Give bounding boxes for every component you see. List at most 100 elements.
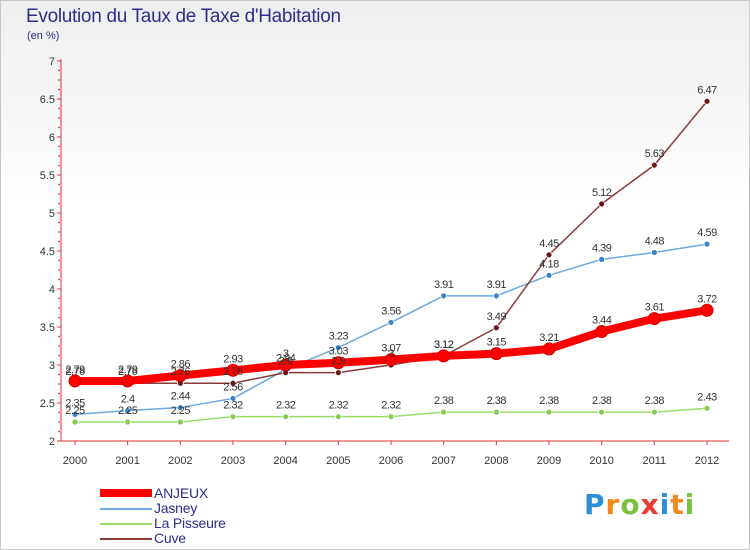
data-point	[176, 404, 184, 411]
y-minor-tick	[58, 421, 60, 423]
y-tick-label: 2	[49, 436, 55, 448]
logo-letter: i	[659, 488, 671, 521]
data-label: 2.76	[118, 366, 138, 378]
y-minor-tick	[58, 221, 60, 224]
data-label: 2.43	[697, 391, 717, 403]
x-tick-label: 2003	[221, 455, 245, 467]
data-point	[440, 292, 448, 300]
data-label: 3	[283, 348, 289, 360]
data-point	[703, 240, 711, 248]
y-minor-tick	[58, 278, 60, 281]
data-point	[650, 161, 658, 169]
logo-letter: i	[684, 488, 696, 521]
legend-swatch-cuve	[100, 538, 152, 540]
data-point	[700, 303, 714, 317]
data-label: 2.93	[223, 353, 243, 365]
data-label: 2.79	[65, 364, 85, 376]
data-label: 3	[388, 348, 394, 360]
data-label: 2.38	[434, 395, 454, 407]
y-minor-tick	[58, 373, 60, 376]
data-label: 3.61	[645, 302, 665, 314]
y-minor-tick	[58, 117, 60, 119]
x-tick-label: 2008	[484, 455, 508, 467]
y-tick-label: 3	[49, 360, 55, 372]
y-minor-tick	[58, 383, 60, 385]
data-label: 4.39	[592, 242, 612, 254]
data-point	[598, 255, 606, 263]
data-label: 2.4	[121, 394, 135, 406]
data-label: 3.44	[592, 315, 612, 327]
legend-label-cuve: Cuve	[154, 530, 186, 546]
data-point	[124, 407, 132, 415]
x-tick-label: 2009	[537, 455, 561, 467]
y-minor-tick	[58, 335, 60, 338]
data-label: 4.18	[539, 258, 559, 270]
data-point	[124, 418, 132, 426]
data-label: 2.76	[65, 366, 85, 378]
data-point	[387, 319, 395, 326]
y-minor-tick	[58, 126, 60, 129]
legend-swatch-anjeux	[100, 489, 152, 497]
y-minor-tick	[58, 354, 60, 357]
data-label: 2.38	[645, 395, 665, 407]
logo-letter: t	[670, 488, 685, 521]
proxiti-logo: Proxiti	[584, 488, 695, 521]
logo-letter: P	[584, 488, 606, 521]
y-tick-label: 6	[49, 132, 55, 144]
data-label: 2.32	[276, 400, 296, 412]
data-point	[229, 413, 237, 421]
data-point	[282, 413, 290, 421]
y-minor-tick	[58, 193, 60, 195]
y-minor-tick	[58, 231, 60, 233]
data-point	[121, 374, 135, 388]
data-point	[598, 200, 606, 208]
data-point	[647, 312, 661, 326]
data-label: 2.25	[171, 405, 191, 417]
y-minor-tick	[58, 316, 60, 319]
data-point	[71, 410, 79, 418]
x-tick-label: 2010	[589, 455, 613, 467]
data-label: 2.44	[171, 391, 191, 403]
data-label: 2.94	[276, 353, 296, 365]
data-label: 2.76	[171, 366, 191, 378]
data-point	[703, 97, 711, 105]
y-tick-label: 4.5	[40, 246, 55, 258]
y-tick-label: 7	[49, 56, 55, 68]
x-tick-label: 2006	[379, 455, 403, 467]
y-minor-tick	[58, 202, 60, 205]
data-point	[545, 408, 553, 416]
data-label: 5.63	[645, 148, 665, 160]
data-label: 2.35	[65, 397, 85, 409]
unit-label: (en %)	[27, 30, 60, 42]
data-point	[334, 344, 342, 351]
data-point	[334, 413, 342, 421]
data-point	[440, 408, 448, 416]
data-label: 3.21	[539, 332, 559, 344]
data-label: 6.47	[697, 84, 717, 96]
y-minor-tick	[58, 164, 60, 167]
legend-label-anjeux: ANJEUX	[154, 485, 209, 501]
x-tick-label: 2012	[695, 455, 719, 467]
data-label: 2.32	[381, 400, 401, 412]
data-point	[650, 408, 658, 416]
data-label: 2.32	[223, 400, 243, 412]
data-point	[542, 342, 556, 356]
data-label: 4.45	[539, 238, 559, 250]
data-label: 2.76	[223, 366, 243, 378]
y-minor-tick	[58, 307, 60, 309]
data-label: 3.49	[487, 311, 507, 323]
data-label: 2.86	[171, 359, 191, 371]
data-label: 2.38	[487, 395, 507, 407]
data-point	[331, 356, 345, 370]
data-label: 2.79	[118, 364, 138, 376]
data-point	[229, 379, 237, 387]
y-minor-tick	[58, 88, 60, 91]
data-point	[384, 353, 398, 367]
data-label: 3.23	[329, 331, 349, 343]
data-label: 2.9	[279, 356, 293, 368]
data-point	[489, 347, 503, 361]
data-point	[71, 418, 79, 426]
y-minor-tick	[58, 240, 60, 243]
data-label: 2.25	[118, 405, 138, 417]
